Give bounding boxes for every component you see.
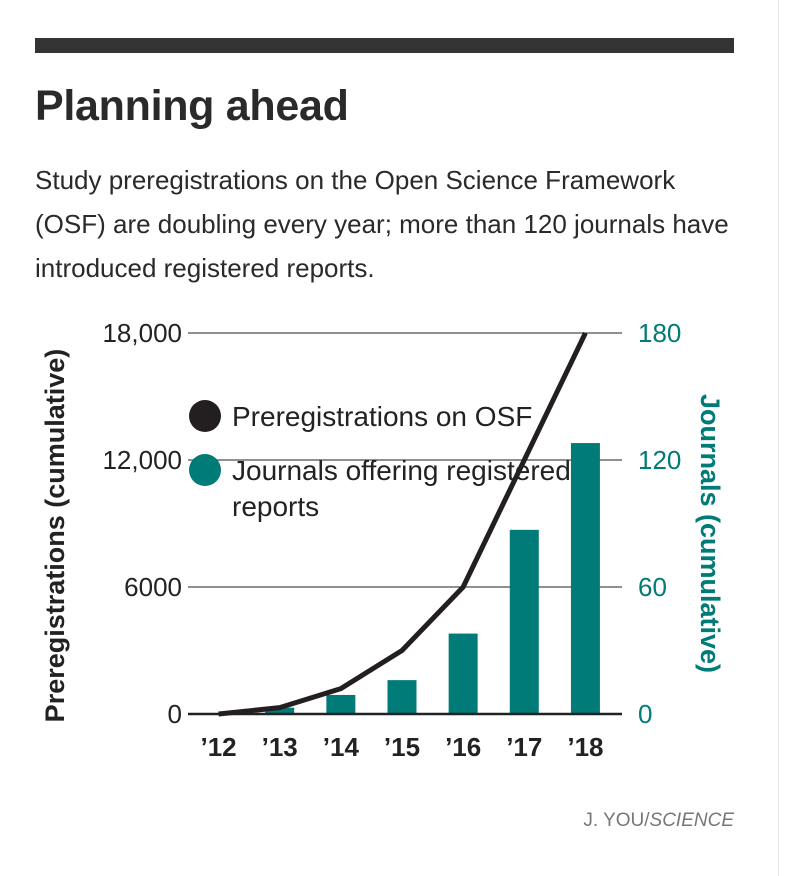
y-tick-label-right: 60: [638, 572, 667, 602]
series-line-preregistrations: [218, 331, 588, 717]
gridlines: [188, 332, 622, 588]
y-tick-label-left: 6000: [124, 572, 182, 602]
y-axis-title-right: Journals (cumulative): [695, 394, 725, 673]
combo-chart: 0 6000 12,000 18,000 0 60 120 180 ’12 ’13 ’14 ’15 ’1…: [40, 318, 725, 762]
y-tick-label-left: 0: [168, 699, 182, 729]
bars-journals: [265, 443, 600, 714]
credit-line: J. YOU/SCIENCE: [300, 810, 734, 832]
legend-label-journals-line2: reports: [232, 491, 319, 522]
legend-label-journals-line1: Journals offering registered: [232, 455, 571, 486]
bar-journals: [326, 694, 356, 714]
bar-journals: [448, 633, 478, 714]
y-tick-label-right: 0: [638, 699, 652, 729]
x-tick-label: ’14: [323, 732, 360, 762]
line-preregistrations: [218, 331, 588, 717]
header-bar: [35, 38, 734, 53]
y-tick-label-left: 18,000: [102, 318, 182, 348]
y-tick-label-left: 12,000: [102, 445, 182, 475]
bar-journals: [387, 680, 417, 714]
legend-swatch-journals: [189, 454, 221, 486]
axis-titles: Preregistrations (cumulative) Journals (c…: [40, 349, 725, 723]
bar-journals: [265, 707, 295, 714]
page-edge-rule: [778, 0, 779, 876]
x-tick-label: ’12: [200, 732, 236, 762]
tick-labels: 0 6000 12,000 18,000 0 60 120 180 ’12 ’13 ’14 ’15 ’1…: [102, 318, 681, 762]
x-tick-label: ’13: [262, 732, 298, 762]
legend-swatch-preregistrations: [189, 400, 221, 432]
x-tick-label: ’16: [445, 732, 481, 762]
bar-journals: [570, 443, 600, 714]
chart-subtitle: Study preregistrations on the Open Scien…: [35, 165, 729, 283]
x-tick-label: ’17: [506, 732, 542, 762]
y-axis-title-left: Preregistrations (cumulative): [40, 349, 70, 723]
credit-author: J. YOU/: [583, 810, 650, 831]
legend-label-preregistrations: Preregistrations on OSF: [232, 401, 532, 432]
legend: Preregistrations on OSF Journals offering…: [189, 400, 571, 522]
credit-source: SCIENCE: [649, 810, 734, 831]
bar-journals: [509, 529, 539, 714]
x-tick-label: ’18: [567, 732, 603, 762]
x-tick-label: ’15: [384, 732, 420, 762]
y-tick-label-right: 120: [638, 445, 681, 475]
chart-title: Planning ahead: [35, 82, 349, 130]
y-tick-label-right: 180: [638, 318, 681, 348]
